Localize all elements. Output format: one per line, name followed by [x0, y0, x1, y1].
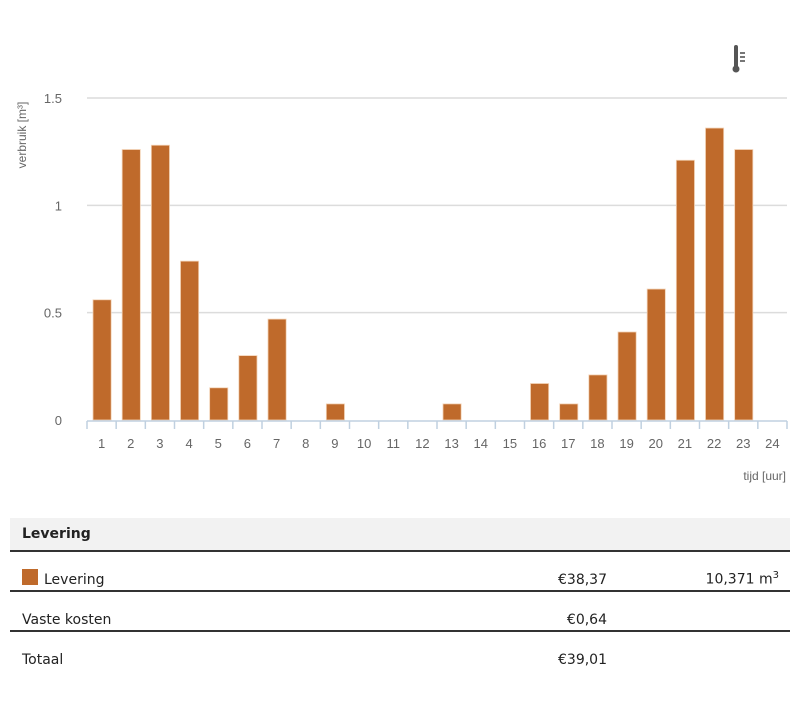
x-tick-label: 13	[444, 436, 458, 451]
y-tick-label: 0	[55, 413, 62, 428]
x-tick-label: 22	[707, 436, 721, 451]
x-tick-label: 23	[736, 436, 750, 451]
table-row-levering: Levering €38,37 10,371 m3	[10, 552, 790, 592]
x-tick-label: 9	[331, 436, 338, 451]
x-tick-label: 17	[561, 436, 575, 451]
x-tick-label: 16	[532, 436, 546, 451]
x-tick-label: 14	[474, 436, 488, 451]
x-tick-label: 19	[619, 436, 633, 451]
x-tick-label: 12	[415, 436, 429, 451]
y-tick-label: 0.5	[44, 306, 62, 321]
y-axis-title: verbruik [m³]	[15, 102, 29, 169]
bar[interactable]	[530, 383, 550, 421]
table-header-title: Levering	[22, 526, 91, 542]
bar[interactable]	[325, 403, 345, 421]
x-tick-label: 20	[649, 436, 663, 451]
x-tick-label: 2	[127, 436, 134, 451]
y-tick-label: 1.5	[44, 91, 62, 106]
row-label: Totaal	[22, 652, 64, 668]
bar[interactable]	[675, 159, 695, 421]
table-row-totaal: Totaal €39,01	[10, 632, 790, 670]
bar[interactable]	[588, 374, 608, 421]
x-tick-label: 11	[387, 436, 401, 451]
x-tick-label: 5	[215, 436, 222, 451]
bar[interactable]	[92, 299, 112, 421]
x-tick-label: 7	[273, 436, 280, 451]
bar[interactable]	[646, 288, 666, 421]
x-tick-label: 6	[244, 436, 251, 451]
x-axis-title: tijd [uur]	[743, 469, 786, 483]
x-tick-label: 24	[765, 436, 779, 451]
x-tick-label: 10	[357, 436, 371, 451]
bar[interactable]	[705, 127, 725, 421]
row-amount: €39,01	[558, 652, 607, 668]
bar[interactable]	[734, 149, 754, 421]
thermometer-icon[interactable]	[724, 40, 754, 76]
row-label: Levering	[44, 572, 105, 588]
bar[interactable]	[121, 149, 141, 421]
x-tick-label: 18	[590, 436, 604, 451]
cost-table: Levering Levering €38,37 10,371 m3 Vaste…	[10, 518, 790, 670]
x-tick-label: 1	[98, 436, 105, 451]
legend-swatch	[22, 569, 38, 585]
x-tick-label: 3	[156, 436, 163, 451]
bar[interactable]	[442, 403, 462, 421]
bar[interactable]	[267, 318, 287, 421]
row-label: Vaste kosten	[22, 612, 112, 628]
bar[interactable]	[209, 387, 229, 421]
x-tick-label: 4	[185, 436, 192, 451]
row-amount: €38,37	[558, 572, 607, 588]
table-row-vaste-kosten: Vaste kosten €0,64	[10, 592, 790, 632]
bar[interactable]	[150, 144, 170, 421]
x-tick-label: 8	[302, 436, 309, 451]
bar[interactable]	[238, 355, 258, 421]
row-volume: 10,371 m3	[705, 570, 779, 588]
bar[interactable]	[559, 403, 579, 421]
table-header: Levering	[10, 518, 790, 552]
x-tick-label: 21	[678, 436, 692, 451]
x-tick-label: 15	[503, 436, 517, 451]
bar[interactable]	[617, 331, 637, 421]
row-amount: €0,64	[566, 612, 607, 628]
bar[interactable]	[180, 260, 200, 421]
y-tick-label: 1	[55, 198, 62, 213]
